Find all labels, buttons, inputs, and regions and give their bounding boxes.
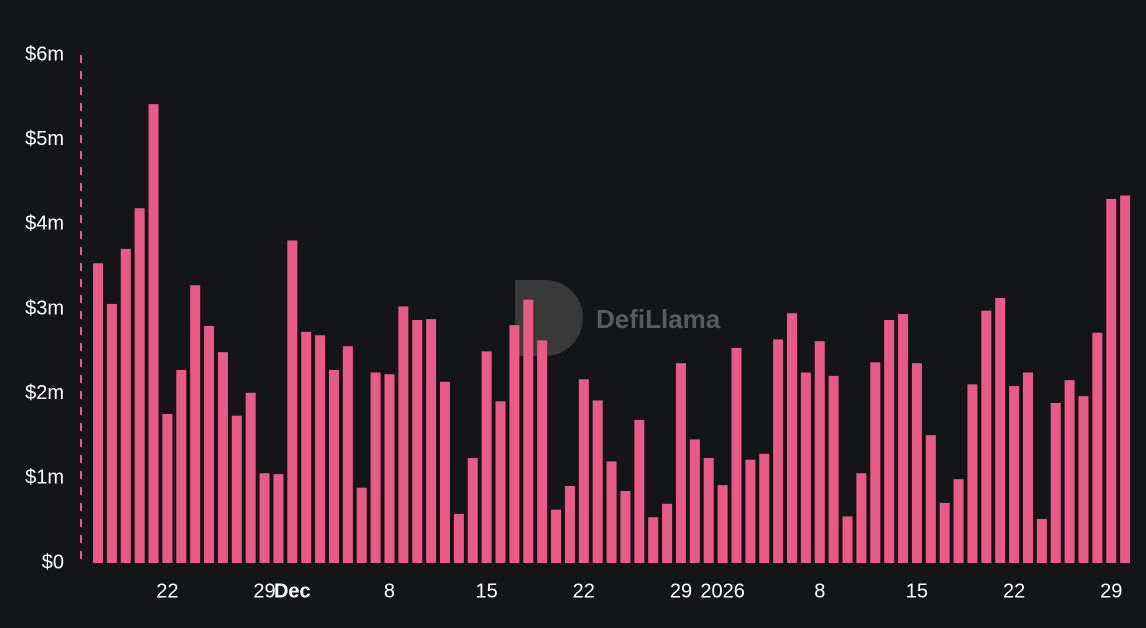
bar xyxy=(995,297,1006,563)
bar xyxy=(509,325,520,563)
y-tick-label: $5m xyxy=(25,128,64,150)
bar xyxy=(370,372,381,563)
bar xyxy=(467,458,478,563)
bar xyxy=(787,313,797,563)
bar xyxy=(703,458,714,563)
bar xyxy=(523,299,534,563)
bar xyxy=(1064,380,1075,563)
bar xyxy=(176,369,187,563)
bar xyxy=(745,459,756,563)
bar xyxy=(981,310,992,563)
bar xyxy=(301,331,312,563)
bar xyxy=(606,461,617,563)
bar xyxy=(828,375,839,563)
bar xyxy=(1078,396,1089,563)
bar xyxy=(856,473,867,563)
bar xyxy=(939,502,950,563)
y-tick-label: $6m xyxy=(25,43,64,65)
bar xyxy=(717,485,728,563)
bar xyxy=(315,335,326,563)
bar xyxy=(759,453,770,563)
bar xyxy=(689,439,700,563)
bar xyxy=(1022,372,1033,563)
watermark: DefiLlama xyxy=(596,304,721,334)
bar xyxy=(356,487,367,563)
x-tick-label: 15 xyxy=(906,580,928,602)
bar xyxy=(870,362,881,563)
bar xyxy=(551,509,562,563)
x-tick-label: 22 xyxy=(156,580,178,602)
x-tick-label: 22 xyxy=(573,580,595,602)
bar xyxy=(592,400,603,563)
bar xyxy=(440,381,450,563)
bar xyxy=(106,303,117,563)
bar xyxy=(537,340,548,563)
x-tick-label: 2026 xyxy=(700,580,745,602)
bar xyxy=(1036,518,1047,563)
bar xyxy=(814,341,825,563)
bar xyxy=(898,314,909,563)
bar xyxy=(398,306,409,563)
bar xyxy=(328,369,339,563)
bar xyxy=(162,413,173,563)
bar xyxy=(426,319,437,563)
bar xyxy=(925,435,936,563)
bar xyxy=(342,346,353,563)
bar xyxy=(564,485,575,563)
bar xyxy=(412,320,423,563)
y-tick-label: $0 xyxy=(42,551,64,573)
bar xyxy=(648,517,659,563)
bar xyxy=(800,372,811,563)
bar xyxy=(911,363,922,563)
bar xyxy=(217,352,228,563)
bar xyxy=(134,208,145,563)
bar xyxy=(1092,332,1103,563)
x-tick-label: 22 xyxy=(1003,580,1025,602)
bar xyxy=(453,513,464,563)
bar xyxy=(578,379,589,563)
bar xyxy=(245,392,256,563)
bar xyxy=(634,419,645,563)
y-tick-label: $4m xyxy=(25,213,64,235)
x-tick-label: 15 xyxy=(476,580,498,602)
bar xyxy=(259,473,270,563)
y-tick-label: $2m xyxy=(25,382,64,404)
bar xyxy=(287,240,298,564)
bar xyxy=(1050,402,1061,563)
bar xyxy=(773,339,784,563)
bar xyxy=(120,248,131,564)
y-tick-label: $1m xyxy=(25,467,64,489)
x-tick-label: Dec xyxy=(274,580,311,602)
bar xyxy=(842,516,853,563)
x-tick-label: 29 xyxy=(253,580,275,602)
bar xyxy=(384,374,395,563)
bar xyxy=(967,384,978,563)
bar xyxy=(273,474,284,563)
bar xyxy=(495,401,506,563)
bar xyxy=(1120,195,1131,563)
bar xyxy=(481,351,492,563)
x-tick-label: 8 xyxy=(384,580,395,602)
bar xyxy=(231,415,242,563)
bar xyxy=(675,363,686,563)
bar xyxy=(731,347,742,563)
x-tick-label: 8 xyxy=(814,580,825,602)
bar xyxy=(884,320,895,563)
bar xyxy=(204,325,215,563)
bar xyxy=(190,285,201,563)
bar xyxy=(1009,386,1020,563)
x-tick-label: 29 xyxy=(670,580,692,602)
bar xyxy=(953,479,964,563)
bar xyxy=(620,491,631,563)
bar xyxy=(662,503,673,563)
bar xyxy=(93,263,103,563)
bar xyxy=(1106,198,1117,563)
x-tick-label: 29 xyxy=(1100,580,1122,602)
bar xyxy=(148,104,159,564)
y-tick-label: $3m xyxy=(25,297,64,319)
